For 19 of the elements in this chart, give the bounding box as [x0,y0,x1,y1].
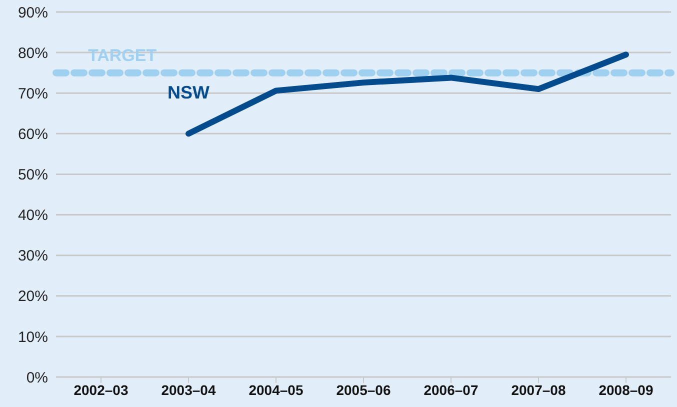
y-tick-label: 90% [18,4,48,22]
y-tick-label: 40% [18,207,48,224]
y-tick-label: 50% [18,166,48,184]
y-tick-label: 20% [18,288,48,306]
y-tick-label: 30% [18,248,48,265]
y-tick-label: 0% [26,369,48,386]
x-tick-label: 2005–06 [336,382,391,398]
x-tick-label: 2003–04 [161,382,216,398]
y-tick-label: 80% [18,44,48,62]
x-tick-label: 2002–03 [74,382,128,398]
series-label: NSW [168,82,210,103]
ref-line-label: TARGET [88,46,158,65]
y-tick-label: 70% [18,85,48,102]
x-tick-label: 2004–05 [248,382,304,398]
y-tick-label: 10% [18,328,48,346]
y-tick-label: 60% [18,126,48,143]
x-tick-label: 2007–08 [511,382,566,398]
x-tick-label: 2008–09 [598,382,654,398]
x-tick-label: 2006–07 [424,382,478,398]
